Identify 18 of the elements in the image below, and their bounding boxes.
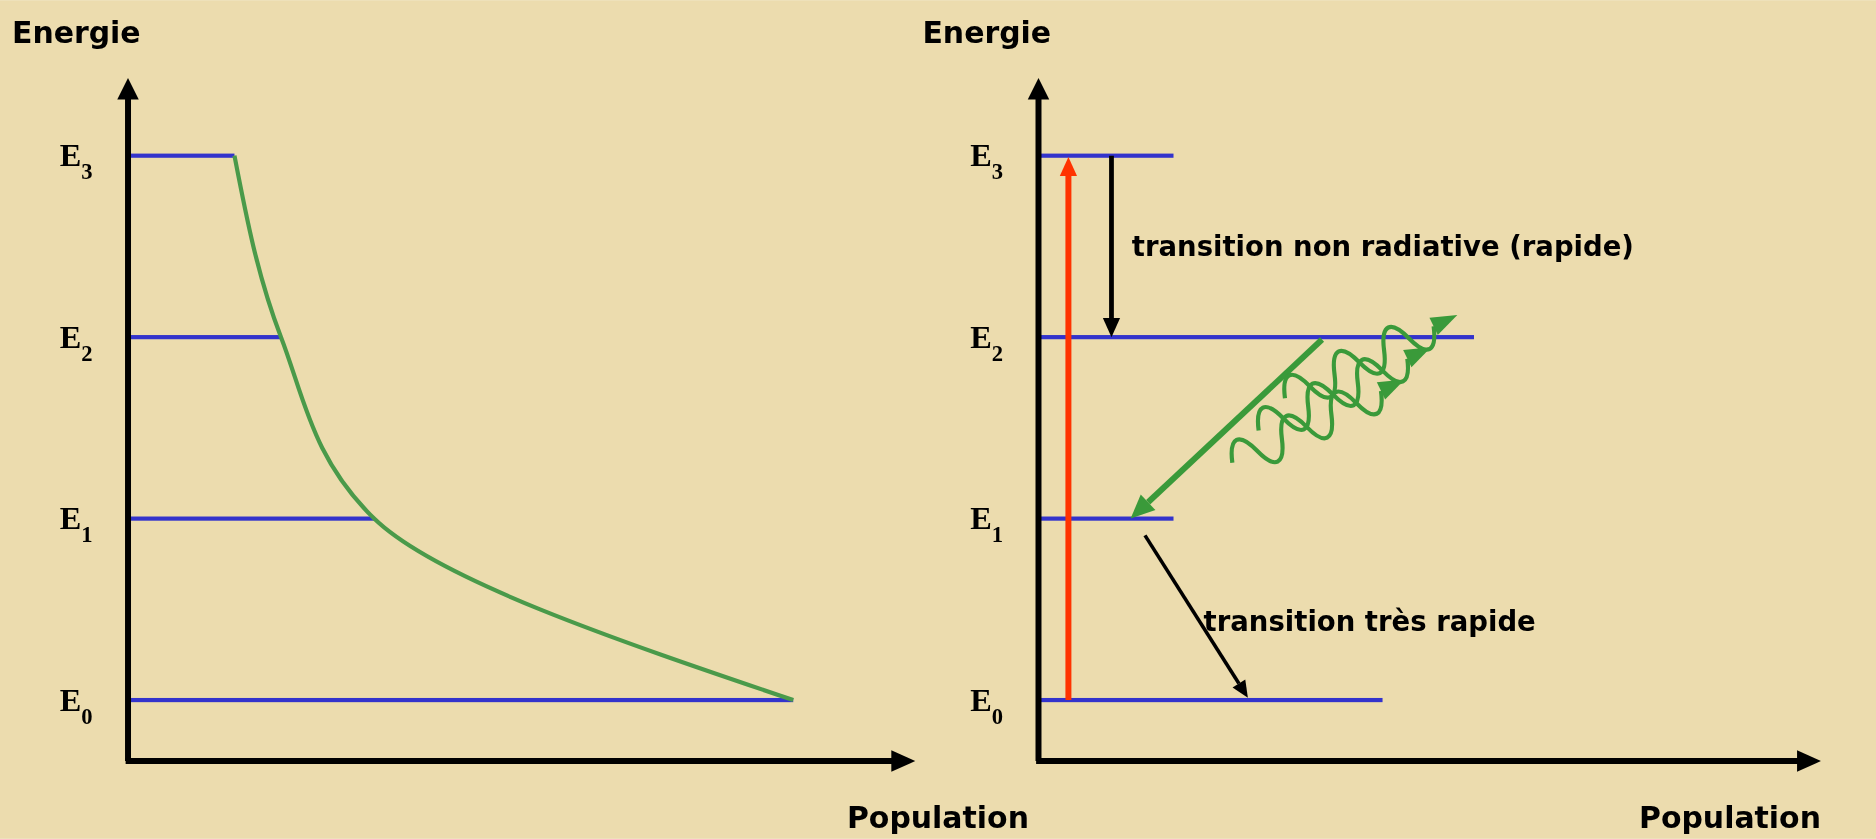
y-axis-title: Energie xyxy=(922,15,1052,51)
annotation: transition non radiative (rapide) xyxy=(1131,229,1634,262)
bar xyxy=(128,335,282,340)
y-tick-label: E$_{1}$ xyxy=(970,500,1004,547)
y-tick-label: E$_{3}$ xyxy=(59,137,93,184)
y-axis-title: Energie xyxy=(11,15,141,51)
y-tick-label: E$_{0}$ xyxy=(59,681,93,729)
bar xyxy=(128,516,375,521)
bar xyxy=(128,153,235,158)
y-tick-label: E$_{0}$ xyxy=(970,681,1004,729)
y-tick-label: E$_{2}$ xyxy=(59,318,93,366)
y-tick-label: E$_{2}$ xyxy=(970,318,1004,366)
x-axis-title: Population xyxy=(1638,800,1821,836)
y-tick-label: E$_{1}$ xyxy=(59,500,93,547)
x-axis-title: Population xyxy=(846,800,1029,836)
annotation: transition très rapide xyxy=(1203,604,1536,637)
y-tick-label: E$_{3}$ xyxy=(970,137,1004,184)
bar xyxy=(128,697,794,703)
